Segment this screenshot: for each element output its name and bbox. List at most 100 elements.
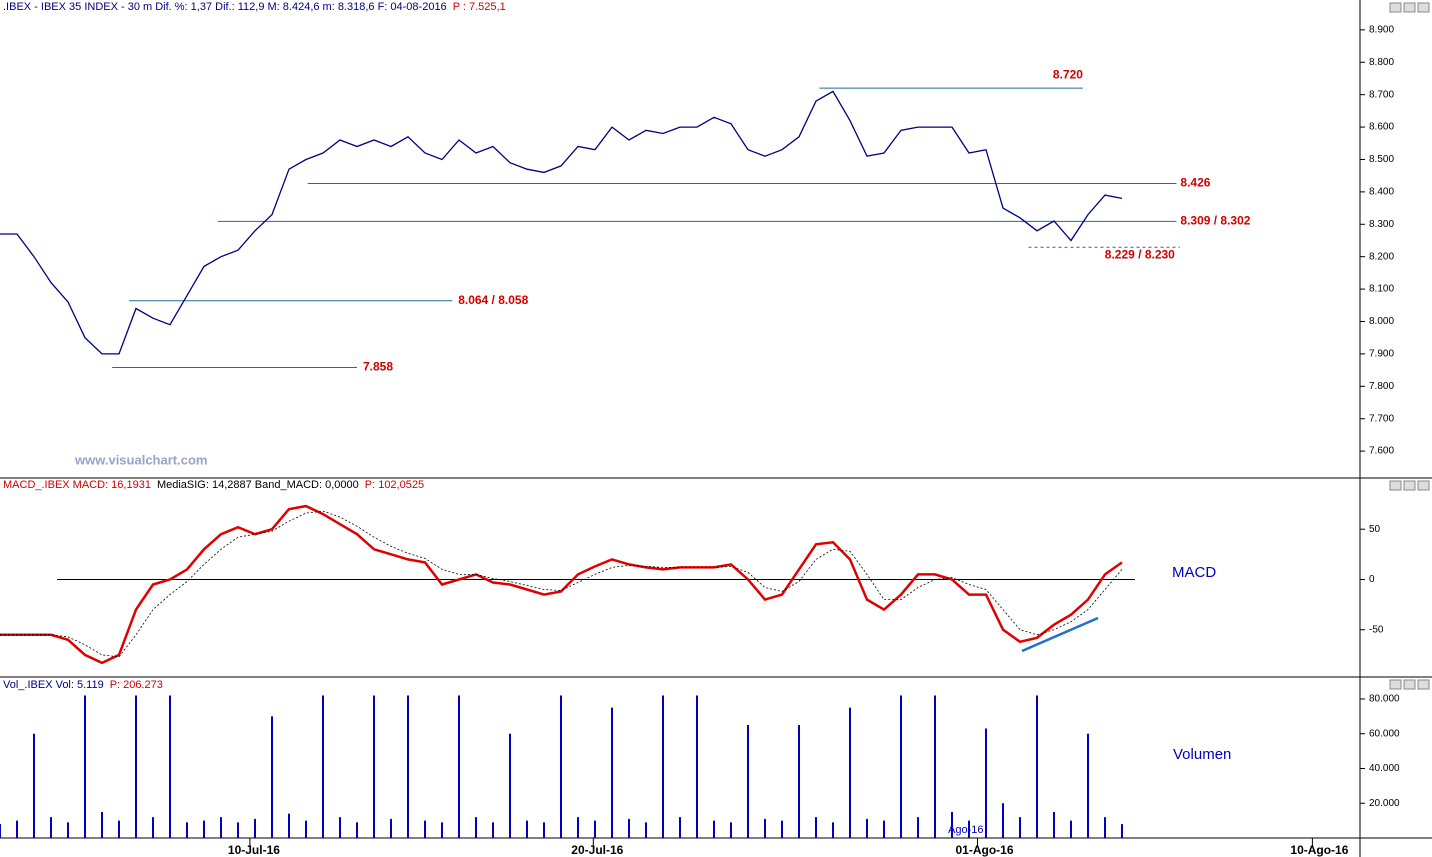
maximize-button[interactable]	[1403, 679, 1416, 690]
y-tick-label: 8.100	[1369, 284, 1394, 295]
volume-bar	[679, 817, 681, 838]
close-button[interactable]	[1417, 679, 1430, 690]
volume-bar	[169, 695, 171, 838]
header-part: MediaSIG: 14,2887 Band_MACD: 0,0000	[157, 479, 359, 491]
volume-bar	[390, 818, 392, 838]
series-line	[0, 510, 1123, 658]
volume-bar	[866, 818, 868, 838]
volume-bar	[696, 695, 698, 838]
volume-bar	[288, 813, 290, 838]
volume-bar	[1019, 817, 1021, 838]
volume-bar	[1036, 695, 1038, 838]
volume-bar	[84, 695, 86, 838]
y-tick-label: 8.700	[1369, 89, 1394, 100]
volume-bar	[611, 707, 613, 838]
y-tick-label: -50	[1369, 624, 1384, 635]
volume-bar	[475, 817, 477, 838]
volume-bar	[1087, 733, 1089, 838]
volume-bar	[900, 695, 902, 838]
panel-header: .IBEX - IBEX 35 INDEX - 30 m Dif. %: 1,3…	[3, 1, 506, 13]
y-tick-label: 50	[1369, 524, 1381, 535]
level-label: 8.064 / 8.058	[458, 293, 528, 307]
y-tick-label: 8.800	[1369, 57, 1394, 68]
y-tick-label: 7.600	[1369, 446, 1394, 457]
trend-line	[1021, 616, 1099, 653]
volume-bar	[305, 820, 307, 838]
minimize-button[interactable]	[1389, 679, 1402, 690]
volume-bar	[458, 695, 460, 838]
x-tick-label: 01-Ago-16	[956, 843, 1014, 857]
y-tick-label: 8.600	[1369, 122, 1394, 133]
close-button[interactable]	[1417, 2, 1430, 13]
header-part: Vol_.IBEX Vol: 5.119	[3, 679, 104, 691]
volume-bar	[832, 822, 834, 838]
volume-bar	[118, 820, 120, 838]
volume-bar	[662, 695, 664, 838]
volume-bar	[186, 822, 188, 838]
volume-bar	[917, 817, 919, 838]
level-label: 7.858	[363, 360, 393, 374]
volume-bar	[322, 695, 324, 838]
level-label: 8.309 / 8.302	[1180, 214, 1250, 228]
volume-bar	[764, 818, 766, 838]
volume-bar	[526, 820, 528, 838]
y-tick-label: 7.900	[1369, 349, 1394, 360]
volume-bar	[67, 822, 69, 838]
volume-bar	[543, 822, 545, 838]
y-tick-label: 40.000	[1369, 763, 1400, 774]
volume-bar	[713, 820, 715, 838]
volume-bar	[407, 695, 409, 838]
y-tick-label: 80.000	[1369, 694, 1400, 705]
volume-bar	[985, 728, 987, 838]
level-label: 8.720	[1053, 67, 1083, 81]
header-part: P: 206.273	[110, 679, 163, 691]
month-label: Ago-16	[948, 824, 983, 836]
volume-bar	[135, 695, 137, 838]
y-tick-label: 8.300	[1369, 219, 1394, 230]
close-button[interactable]	[1417, 480, 1430, 491]
volume-bar	[203, 820, 205, 838]
volume-bar	[509, 733, 511, 838]
volume-bar	[849, 707, 851, 838]
y-tick-label: 60.000	[1369, 728, 1400, 739]
panel-header: Vol_.IBEX Vol: 5.119 P: 206.273	[3, 679, 163, 691]
volume-bar	[1121, 824, 1123, 838]
header-part: .IBEX - IBEX 35 INDEX - 30 m Dif. %: 1,3…	[3, 1, 447, 13]
volume-bar	[747, 725, 749, 838]
volume-bar	[339, 817, 341, 838]
volume-bar	[237, 822, 239, 838]
volume-bar	[492, 822, 494, 838]
minimize-button[interactable]	[1389, 480, 1402, 491]
minimize-button[interactable]	[1389, 2, 1402, 13]
volume-bar	[594, 820, 596, 838]
volume-bar	[373, 695, 375, 838]
volume-bar	[951, 811, 953, 838]
volume-bar	[1104, 817, 1106, 838]
volume-bar	[424, 820, 426, 838]
y-tick-label: 8.900	[1369, 24, 1394, 35]
volume-bar	[968, 820, 970, 838]
volume-bar	[645, 822, 647, 838]
x-tick-label: 20-Jul-16	[571, 843, 623, 857]
volume-bar	[50, 817, 52, 838]
panel-label: Volumen	[1173, 746, 1231, 763]
volume-bar	[798, 725, 800, 838]
watermark: www.visualchart.com	[74, 452, 207, 467]
volume-bar	[101, 811, 103, 838]
volume-bar	[152, 817, 154, 838]
volume-bar	[730, 822, 732, 838]
volume-bar	[220, 817, 222, 838]
volume-bar	[254, 818, 256, 838]
volume-bar	[356, 822, 358, 838]
maximize-button[interactable]	[1403, 2, 1416, 13]
header-part: P : 7.525,1	[453, 1, 506, 13]
volume-bar	[1002, 803, 1004, 838]
series-line	[0, 90, 1123, 355]
panel-label: MACD	[1172, 564, 1216, 581]
maximize-button[interactable]	[1403, 480, 1416, 491]
volume-bar	[815, 817, 817, 838]
volume-bar	[781, 820, 783, 838]
window-buttons[interactable]	[1389, 2, 1430, 690]
